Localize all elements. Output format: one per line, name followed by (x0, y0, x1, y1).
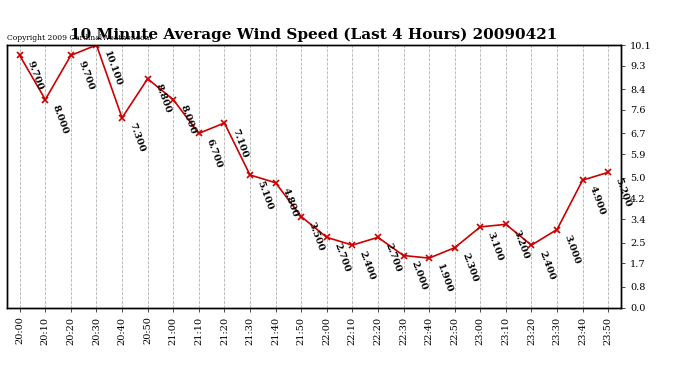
Text: 5.100: 5.100 (255, 179, 275, 211)
Text: 3.200: 3.200 (511, 228, 531, 260)
Text: 4.800: 4.800 (281, 187, 300, 219)
Text: 3.100: 3.100 (486, 231, 504, 263)
Text: 5.200: 5.200 (614, 177, 633, 209)
Title: 10 Minute Average Wind Speed (Last 4 Hours) 20090421: 10 Minute Average Wind Speed (Last 4 Hou… (70, 28, 558, 42)
Text: 9.700: 9.700 (77, 60, 95, 92)
Text: 8.000: 8.000 (179, 104, 198, 136)
Text: 3.500: 3.500 (307, 221, 326, 252)
Text: 2.700: 2.700 (333, 242, 351, 273)
Text: 1.900: 1.900 (435, 262, 453, 294)
Text: 8.800: 8.800 (153, 83, 172, 115)
Text: 7.300: 7.300 (128, 122, 146, 154)
Text: 2.400: 2.400 (537, 249, 556, 281)
Text: 8.000: 8.000 (51, 104, 70, 136)
Text: 10.100: 10.100 (102, 49, 124, 87)
Text: 7.100: 7.100 (230, 127, 249, 159)
Text: 6.700: 6.700 (204, 138, 224, 170)
Text: Copyright 2009 CardinalWeather.com: Copyright 2009 CardinalWeather.com (7, 34, 152, 42)
Text: 2.000: 2.000 (409, 260, 428, 292)
Text: 2.700: 2.700 (384, 242, 402, 273)
Text: 3.000: 3.000 (562, 234, 582, 266)
Text: 9.700: 9.700 (26, 60, 44, 92)
Text: 2.300: 2.300 (460, 252, 479, 284)
Text: 4.900: 4.900 (588, 184, 607, 216)
Text: 2.400: 2.400 (358, 249, 377, 281)
